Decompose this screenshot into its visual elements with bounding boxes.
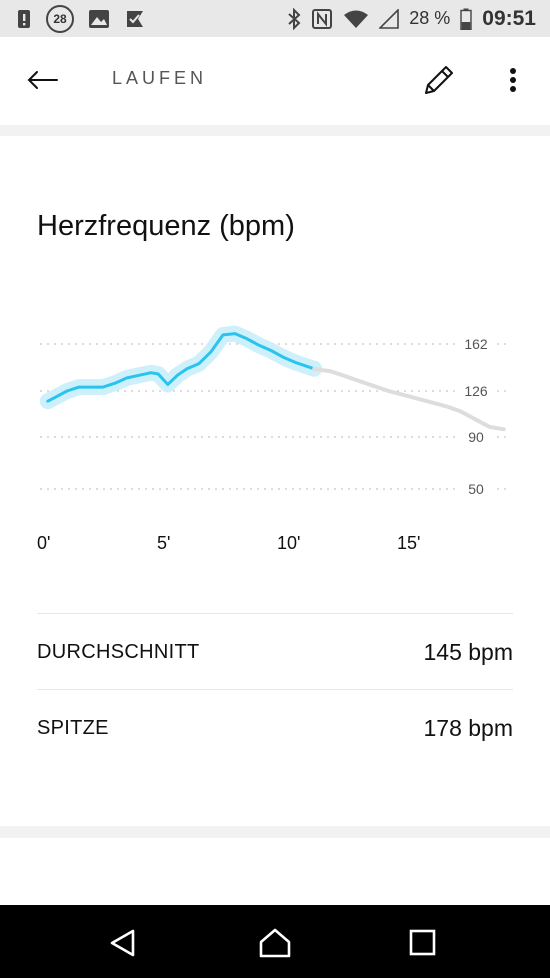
wifi-icon <box>343 9 369 29</box>
y-tick-label: 50 <box>468 481 484 497</box>
image-icon <box>88 9 110 29</box>
more-vert-icon[interactable] <box>501 63 525 99</box>
peak-row: SPITZE 178 bpm <box>37 689 513 764</box>
home-icon[interactable] <box>258 927 291 959</box>
alert-icon <box>16 8 32 30</box>
x-tick-label: 10' <box>277 533 300 553</box>
average-row: DURCHSCHNITT 145 bpm <box>37 613 513 688</box>
back-triangle-icon[interactable] <box>107 927 139 959</box>
battery-percent: 28 % <box>409 8 451 28</box>
y-tick-label: 90 <box>468 429 484 445</box>
page-title: LAUFEN <box>112 68 208 88</box>
app-bar: LAUFEN <box>0 37 550 125</box>
back-arrow-icon[interactable] <box>24 65 60 95</box>
heart-rate-chart: 162 126 90 50 0' 5' 10' 15' <box>37 325 510 553</box>
y-tick-label: 126 <box>464 383 488 399</box>
download-check-icon <box>124 8 146 30</box>
x-tick-label: 5' <box>157 533 170 553</box>
series-line <box>46 332 316 403</box>
heart-rate-card: Herzfrequenz (bpm) 162 126 90 50 0' 5' 10' 15' … <box>0 136 550 826</box>
next-card <box>0 838 550 905</box>
clock: 09:51 <box>482 6 536 30</box>
y-tick-label: 162 <box>464 336 488 352</box>
x-tick-label: 15' <box>397 533 420 553</box>
average-value: 145 bpm <box>423 639 513 665</box>
x-tick-label: 0' <box>37 533 50 553</box>
card-title: Herzfrequenz (bpm) <box>37 210 295 242</box>
bluetooth-icon <box>287 7 301 30</box>
status-bar: 28 28 % 09:51 <box>0 0 550 37</box>
peak-label: SPITZE <box>37 717 109 739</box>
peak-value: 178 bpm <box>423 715 513 741</box>
signal-icon <box>379 8 400 29</box>
nfc-icon <box>311 8 333 30</box>
battery-icon <box>460 8 472 30</box>
pencil-icon[interactable] <box>420 61 458 99</box>
navigation-bar <box>0 905 550 978</box>
calendar-badge-icon: 28 <box>46 4 74 33</box>
series-line-future <box>312 366 506 432</box>
average-label: DURCHSCHNITT <box>37 641 200 663</box>
recents-icon[interactable] <box>407 927 439 959</box>
